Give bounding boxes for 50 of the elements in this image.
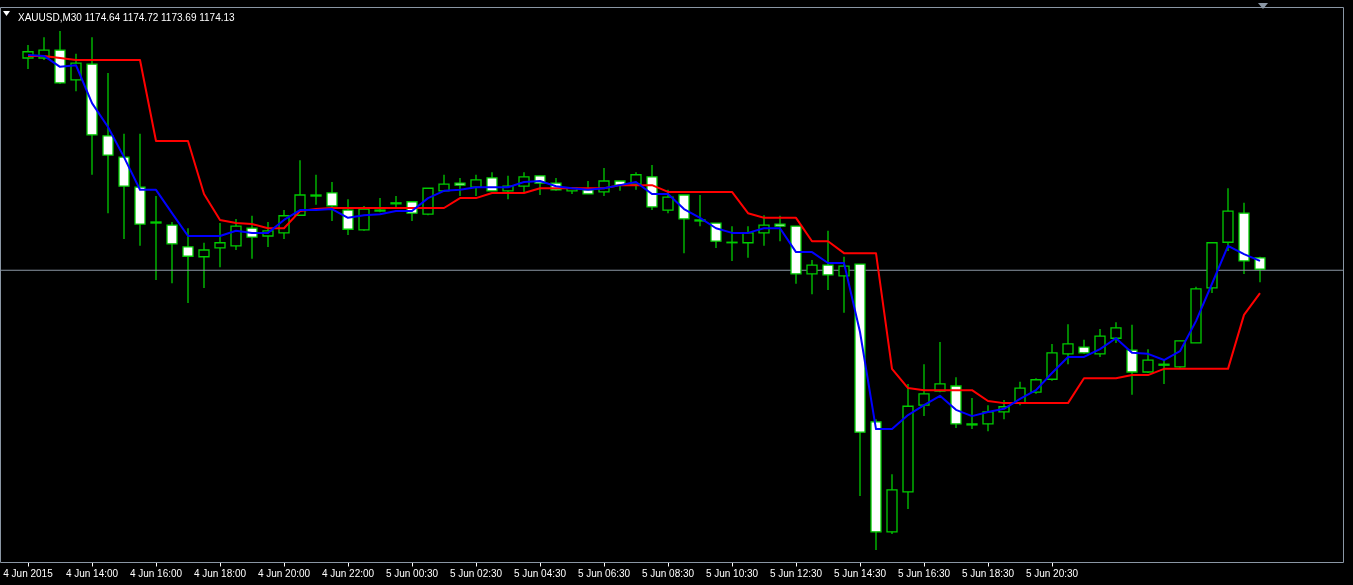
x-tick-label: 4 Jun 14:00 — [65, 567, 119, 579]
candlestick — [358, 205, 370, 232]
x-tick-label: 4 Jun 2015 — [3, 567, 54, 579]
candlestick — [1094, 328, 1106, 358]
x-tick-label: 5 Jun 06:30 — [577, 567, 631, 579]
candlestick — [374, 197, 386, 213]
x-tick-label: 5 Jun 02:30 — [449, 567, 503, 579]
x-tick-label: 5 Jun 18:30 — [961, 567, 1015, 579]
candlestick — [182, 227, 194, 304]
candlestick — [982, 404, 994, 432]
candlestick — [1110, 321, 1122, 344]
x-tick-label: 5 Jun 14:30 — [833, 567, 887, 579]
candlestick — [1062, 323, 1074, 365]
candlestick — [214, 222, 226, 268]
x-tick-label: 5 Jun 12:30 — [769, 567, 823, 579]
candlestick — [1254, 256, 1266, 283]
candlestick — [150, 195, 162, 281]
x-tick-label: 5 Jun 00:30 — [385, 567, 439, 579]
x-tick-label: 5 Jun 08:30 — [641, 567, 695, 579]
x-tick-label: 4 Jun 18:00 — [193, 567, 247, 579]
candlestick — [198, 242, 210, 289]
candlestick — [822, 230, 834, 291]
candlestick — [806, 259, 818, 295]
candlestick — [230, 218, 242, 251]
x-tick-label: 5 Jun 20:30 — [1025, 567, 1079, 579]
candlestick — [470, 174, 482, 197]
candlestick — [342, 198, 354, 236]
candlestick — [742, 225, 754, 259]
candlestick — [166, 221, 178, 284]
candlestick — [966, 397, 978, 430]
candlestick — [678, 194, 690, 254]
x-tick-label: 4 Jun 22:00 — [321, 567, 375, 579]
x-tick-label: 5 Jun 04:30 — [513, 567, 567, 579]
candlestick — [774, 215, 786, 242]
candlestick — [390, 195, 402, 208]
candlestick — [662, 189, 674, 214]
x-tick-label: 4 Jun 20:00 — [257, 567, 311, 579]
candlestick — [1126, 324, 1138, 396]
candlestick — [102, 72, 114, 214]
candlestick — [310, 174, 322, 206]
x-tick-label: 5 Jun 16:30 — [897, 567, 951, 579]
x-tick-label: 5 Jun 10:30 — [705, 567, 759, 579]
candlestick — [454, 177, 466, 197]
candlestick — [1158, 358, 1170, 385]
candlestick — [710, 222, 722, 249]
candlestick — [918, 363, 930, 417]
x-tick-label: 4 Jun 16:00 — [129, 567, 183, 579]
candlestick — [694, 194, 706, 227]
candlestick — [326, 181, 338, 222]
chart-title: XAUUSD,M30 1174.64 1174.72 1173.69 1174.13 — [18, 12, 236, 23]
